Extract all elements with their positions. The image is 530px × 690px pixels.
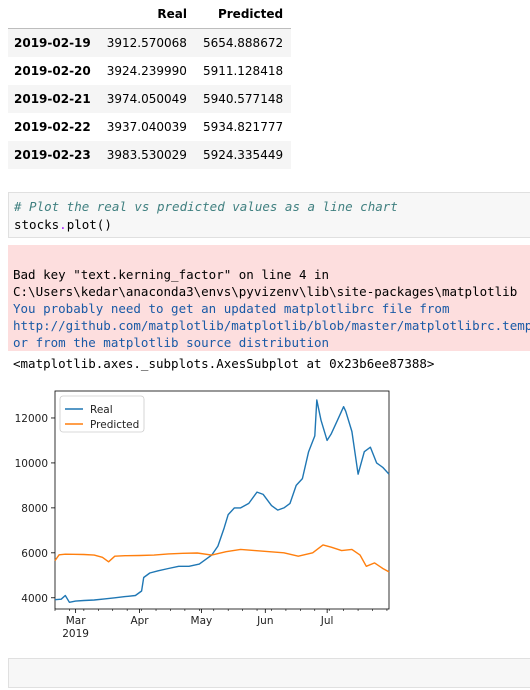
empty-code-cell[interactable] xyxy=(8,658,530,688)
cell-real: 3974.050049 xyxy=(106,92,187,106)
y-tick-label: 4000 xyxy=(21,593,48,605)
x-tick-label: May xyxy=(191,615,213,627)
table-header-row: Real Predicted xyxy=(8,0,292,29)
cell-predicted: 5911.128418 xyxy=(202,64,284,78)
series-line-predicted xyxy=(54,544,390,573)
output-repr: <matplotlib.axes._subplots.AxesSubplot a… xyxy=(13,356,435,371)
series-line-real xyxy=(54,399,390,604)
row-index: 2019-02-21 xyxy=(14,92,91,106)
x-tick-label: Jul xyxy=(320,615,334,627)
code-object: stocks xyxy=(14,217,60,232)
x-tick-label: Jun xyxy=(256,615,273,627)
table-row: 2019-02-21 3974.050049 5940.577148 xyxy=(8,85,292,113)
column-header-real: Real xyxy=(98,0,195,29)
table-row: 2019-02-22 3937.040039 5934.821777 xyxy=(8,113,291,141)
cell-predicted: 5924.335449 xyxy=(202,148,284,162)
code-dot: . xyxy=(59,217,67,232)
code-call: plot() xyxy=(66,217,112,232)
cell-predicted: 5934.821777 xyxy=(202,120,284,134)
table-row: 2019-02-23 3983.530029 5924.335449 xyxy=(8,141,292,169)
code-cell-input[interactable]: # Plot the real vs predicted values as a… xyxy=(8,192,530,238)
x-tick-label: Apr xyxy=(130,615,149,627)
cell-predicted: 5654.888672 xyxy=(202,36,284,50)
table-row: 2019-02-19 3912.570068 5654.888672 xyxy=(8,28,292,57)
stderr-line: Bad key "text.kerning_factor" on line 4 … xyxy=(13,267,330,282)
cell-real: 3912.570068 xyxy=(106,36,187,50)
row-index: 2019-02-23 xyxy=(14,148,91,162)
stderr-line: You probably need to get an updated matp… xyxy=(13,301,450,316)
dataframe-table: Real Predicted 2019-02-19 3912.570068 56… xyxy=(8,0,292,169)
y-tick-label: 12000 xyxy=(15,413,48,425)
row-index: 2019-02-22 xyxy=(14,120,91,134)
column-header-predicted: Predicted xyxy=(194,0,292,29)
row-index: 2019-02-20 xyxy=(14,64,91,78)
x-tick-sublabel: 2019 xyxy=(62,628,89,640)
y-tick-label: 6000 xyxy=(21,548,48,560)
index-header xyxy=(8,0,99,29)
cell-real: 3937.040039 xyxy=(106,120,187,134)
legend-box xyxy=(59,395,145,433)
cell-real: 3924.239990 xyxy=(106,64,187,78)
legend: Real Predicted xyxy=(59,395,145,433)
stderr-output: Bad key "text.kerning_factor" on line 4 … xyxy=(8,245,530,351)
legend-label: Predicted xyxy=(90,419,139,431)
cell-real: 3983.530029 xyxy=(106,148,187,162)
series-lines xyxy=(54,399,390,604)
stderr-line: C:\Users\kedar\anaconda3\envs\pyvizenv\l… xyxy=(13,284,518,299)
y-axis: 4000 6000 8000 10000 12000 xyxy=(15,413,55,605)
stderr-line: or from the matplotlib source distributi… xyxy=(13,335,330,350)
x-tick-label: Mar xyxy=(66,615,86,627)
y-tick-label: 8000 xyxy=(21,503,48,515)
code-comment: # Plot the real vs predicted values as a… xyxy=(14,199,398,214)
legend-label: Real xyxy=(90,404,113,416)
row-index: 2019-02-19 xyxy=(14,36,91,50)
table-row: 2019-02-20 3924.239990 5911.128418 xyxy=(8,57,291,85)
matplotlibrc-link[interactable]: http://github.com/matplotlib/matplotlib/… xyxy=(13,318,530,333)
cell-predicted: 5940.577148 xyxy=(202,92,284,106)
y-tick-label: 10000 xyxy=(15,458,48,470)
